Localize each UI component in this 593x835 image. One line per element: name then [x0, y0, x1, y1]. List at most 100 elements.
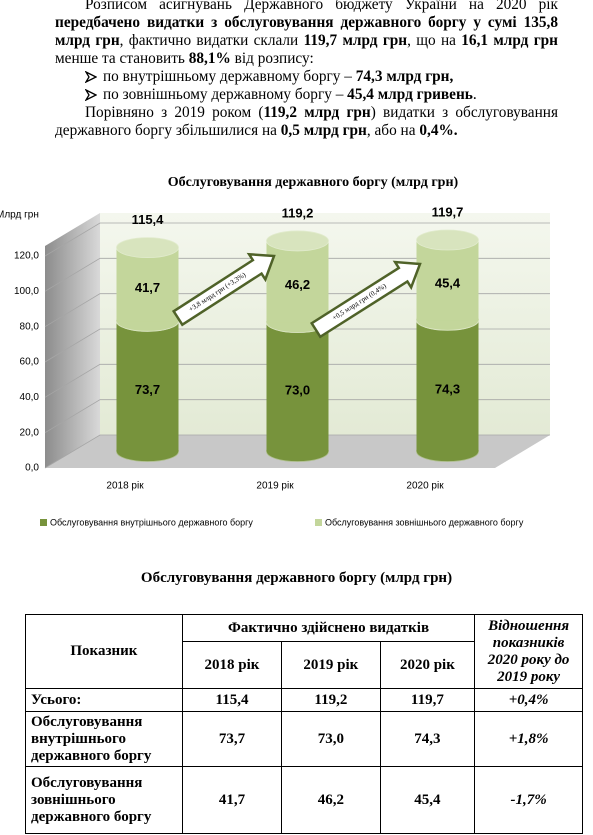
table-row: Показник Фактично здійснено видатків Відно… — [25, 614, 583, 689]
grid-line — [44, 257, 550, 292]
y-axis-title: Млрд грн — [0, 210, 39, 221]
text-run: 16,1 млрд грн — [461, 32, 558, 49]
total-label: 119,7 — [432, 204, 464, 219]
cylinder-body — [116, 321, 179, 452]
x-tick-label: 2020 рік — [406, 481, 444, 492]
grid-line — [44, 293, 550, 328]
table-cell: 2018 рік — [181, 641, 283, 689]
paragraph: Порівняно з 2019 роком (119,2 млрд грн) … — [55, 104, 558, 140]
table-cell: 115,4 — [181, 688, 283, 712]
table-cell: 119,7 — [379, 688, 476, 712]
y-tick-label: 100,0 — [14, 286, 39, 297]
text-run: менше та становить — [55, 50, 189, 67]
annotation-arrow — [309, 260, 422, 339]
table-cell: Показник — [25, 614, 183, 689]
text-run: 45,4 млрд гривень — [347, 86, 473, 103]
text-run: ) видатки з обслуговування державного бо… — [55, 104, 559, 139]
grid-line — [44, 222, 550, 257]
table-cell: 73,0 — [281, 711, 381, 767]
table-row: Обслуговування внутрішнього державного б… — [25, 711, 583, 767]
text-run: Розписом асигнувань Державного бюджету У… — [85, 0, 558, 13]
value-label: 73,7 — [135, 382, 160, 397]
chart: Обслуговування державного боргу (млрд гр… — [0, 175, 550, 527]
cylinder-top — [266, 230, 329, 252]
text-run: 119,7 млрд грн — [303, 32, 408, 49]
grid-line — [44, 434, 550, 469]
grid-line — [44, 399, 550, 434]
table-cell: -1,7% — [474, 766, 583, 834]
legend-swatch — [40, 519, 47, 526]
text-block: Розписом асигнувань Державного бюджету У… — [55, 0, 558, 140]
text-run: 0,4%. — [419, 122, 458, 139]
grid-line — [44, 363, 550, 398]
cylinder-body — [266, 240, 329, 323]
text-run: по зовнішньому державному боргу – — [103, 86, 348, 103]
text-run: від розпису: — [230, 50, 314, 67]
bullet-marker — [85, 71, 97, 83]
bullet-item: по зовнішньому державному боргу – 45,4 м… — [55, 86, 558, 104]
y-tick-label: 20,0 — [20, 427, 40, 438]
table-cell: Усього: — [25, 688, 183, 712]
table-title: Обслуговування державного боргу (млрд гр… — [140, 570, 453, 586]
cylinder-top — [116, 237, 179, 259]
table-cell: +0,4% — [474, 688, 583, 712]
text-run: , що на — [407, 32, 462, 49]
cylinder-body — [116, 247, 179, 322]
value-label: 74,3 — [435, 381, 460, 396]
cylinder-body — [266, 322, 329, 452]
text-run: . — [472, 86, 477, 103]
value-label: 73,0 — [285, 382, 310, 397]
value-label: 45,4 — [435, 276, 461, 291]
table-cell: 46,2 — [281, 766, 381, 834]
annotation-arrow — [171, 252, 276, 327]
y-tick-label: 0,0 — [25, 463, 39, 474]
chart-title: Обслуговування державного боргу (млрд гр… — [168, 175, 459, 190]
x-tick-label: 2018 рік — [106, 481, 144, 492]
table-cell: +1,8% — [474, 711, 583, 767]
y-tick-label: 40,0 — [20, 392, 40, 403]
table-row: Усього: 115,4 119,2 119,7 +0,4% — [25, 688, 583, 712]
bullet-item: по внутрішньому державному боргу – 74,3 … — [55, 68, 558, 86]
y-tick-label: 60,0 — [20, 357, 40, 368]
cylinder-body — [416, 320, 479, 452]
side-wall — [45, 213, 100, 468]
text-run: Порівняно з 2019 роком ( — [85, 104, 264, 121]
text-run: 119,2 млрд грн — [263, 104, 371, 121]
total-label: 115,4 — [132, 212, 165, 227]
table-row: Обслуговування зовнішнього державного бо… — [25, 766, 583, 834]
table-cell: 2020 рік — [379, 641, 476, 689]
text-run: 88,1% — [188, 50, 231, 67]
value-label: 41,7 — [135, 280, 160, 295]
table-cell: 41,7 — [181, 766, 283, 834]
text-run: , або на — [366, 122, 420, 139]
legend-swatch — [315, 519, 322, 526]
table-cell: Обслуговування зовнішнього державного бо… — [25, 766, 183, 834]
legend-label: Обслуговування внутрішнього державного б… — [50, 517, 253, 527]
table-cell: 2019 рік — [281, 641, 381, 689]
table-cell: 119,2 — [281, 688, 381, 712]
y-tick-label: 120,0 — [14, 251, 39, 262]
table-cell: 45,4 — [379, 766, 476, 834]
table-cell: 74,3 — [379, 711, 476, 767]
value-label: 46,2 — [285, 277, 310, 292]
bullet-text: по внутрішньому державному боргу – 74,3 … — [103, 68, 453, 86]
text-run: передбачено видатки з обслуговування дер… — [55, 14, 558, 49]
y-tick-label: 80,0 — [20, 321, 40, 332]
table: Показник Фактично здійснено видатків Відно… — [25, 614, 583, 834]
cylinder-top — [416, 229, 479, 251]
grid-line — [44, 328, 550, 363]
paragraph: Розписом асигнувань Державного бюджету У… — [55, 0, 558, 68]
bullet-text: по зовнішньому державному боргу – 45,4 м… — [103, 86, 477, 104]
text-run: , фактично видатки склали — [119, 32, 304, 49]
table-cell: Відношення показників 2020 року до 2019 … — [474, 614, 583, 689]
text-run: по внутрішньому державному боргу – — [103, 68, 356, 85]
table-row: 2018 рік 2019 рік 2020 рік — [26, 641, 583, 689]
legend-label: Обслуговування зовнішнього державного бо… — [325, 517, 524, 527]
cylinder-body — [416, 240, 479, 321]
total-label: 119,2 — [282, 205, 314, 220]
table-cell: Обслуговування внутрішнього державного б… — [25, 711, 183, 767]
table-cell: 73,7 — [181, 711, 283, 767]
x-tick-label: 2019 рік — [256, 481, 294, 492]
bullet-marker — [85, 89, 97, 101]
